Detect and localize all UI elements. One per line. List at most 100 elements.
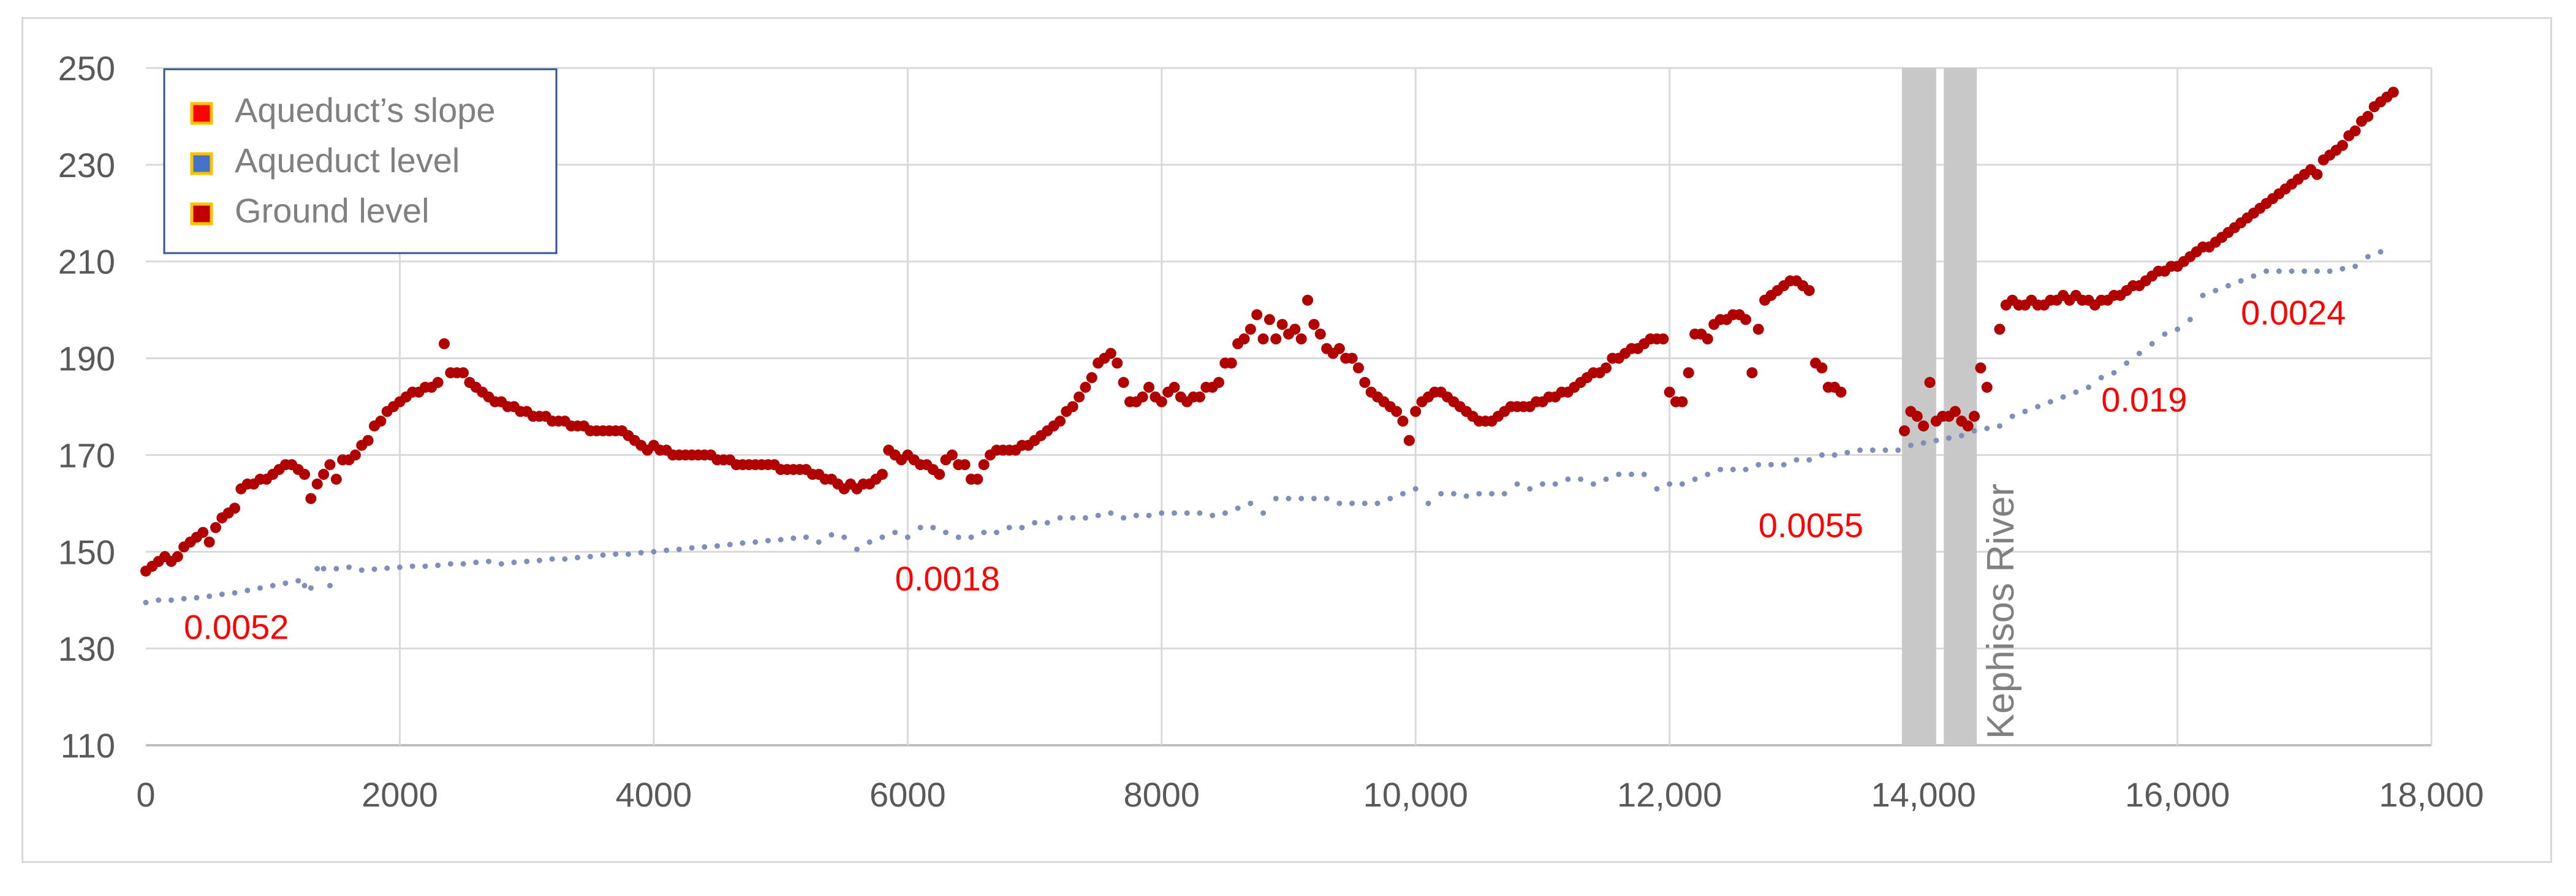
legend-marker [190,152,213,175]
aqueduct-point [765,537,771,544]
ground-point [1302,294,1314,306]
aqueduct-point [447,561,453,567]
aqueduct-point [625,551,631,557]
aqueduct-point [2060,394,2066,400]
aqueduct-point [1996,423,2002,429]
ground-point [1975,362,1987,374]
aqueduct-point [346,564,352,571]
x-tick-label: 0 [136,775,155,814]
aqueduct-point [1273,495,1279,501]
aqueduct-point [2009,413,2015,419]
aqueduct-point [1108,510,1114,516]
aqueduct-point [841,534,847,541]
ground-point [1308,319,1320,330]
ground-point [1746,367,1758,379]
aqueduct-point [1692,476,1698,482]
aqueduct-point [473,560,479,566]
river-band [1901,68,1936,745]
aqueduct-point [1501,491,1507,497]
aqueduct-point [486,558,491,564]
aqueduct-level-series [143,249,2384,606]
x-tick-label: 12,000 [1617,775,1722,814]
aqueduct-point [2200,292,2206,298]
aqueduct-point [1667,481,1673,487]
aqueduct-point [2263,268,2270,274]
aqueduct-point [1933,438,1939,444]
x-tick-label: 8000 [1123,775,1200,814]
aqueduct-point [1463,493,1469,499]
aqueduct-point [1425,500,1431,506]
ground-point [1137,391,1148,403]
aqueduct-point [1844,449,1851,455]
aqueduct-point [2352,264,2358,270]
x-tick-label: 4000 [616,775,692,814]
aqueduct-point [1832,452,1838,458]
aqueduct-point [1920,440,1926,446]
aqueduct-point [1387,495,1393,501]
ground-point [946,449,958,461]
ground-point [1080,381,1091,393]
ground-point [1803,285,1815,297]
y-tick-label: 150 [58,533,115,571]
aqueduct-point [2086,384,2091,390]
aqueduct-point [1324,495,1330,501]
ground-point [1213,377,1225,389]
ground-point [1086,372,1097,384]
aqueduct-point [143,599,149,606]
ground-point [1683,367,1694,379]
x-axis-ticks: 0 2000 4000 6000 8000 10,000 12,000 14,000 16,00… [136,775,2483,814]
aqueduct-point [1590,481,1596,487]
ground-point [172,551,183,563]
x-tick-label: 6000 [869,775,946,814]
aqueduct-point [282,580,289,587]
aqueduct-point [549,556,555,562]
aqueduct-point [1527,486,1533,492]
aqueduct-point [968,534,974,541]
aqueduct-point [981,530,987,536]
aqueduct-point [1412,486,1419,492]
ground-point [1194,391,1205,403]
aqueduct-point [2124,360,2130,366]
aqueduct-point [1806,457,1813,463]
ground-point [2311,169,2323,180]
ground-point [349,449,361,461]
aqueduct-point [587,553,593,560]
aqueduct-point [1450,491,1457,497]
aqueduct-point [1984,425,1990,431]
aqueduct-point [1654,486,1660,492]
aqueduct-point [206,593,213,599]
ground-point [305,493,317,504]
x-tick-label: 2000 [362,775,438,814]
ground-point [2362,110,2374,122]
aqueduct-point [308,585,314,591]
aqueduct-point [1362,500,1368,506]
ground-point [438,338,450,349]
aqueduct-point [2238,278,2244,284]
ground-point [1410,406,1422,417]
ground-point [1169,381,1180,393]
aqueduct-point [1603,476,1609,482]
aqueduct-point [1374,500,1381,506]
ground-point [1676,396,1688,408]
aqueduct-point [1907,442,1914,449]
aqueduct-point [1641,471,1647,477]
aqueduct-point [943,530,949,536]
slope-label: 0.0024 [2241,293,2346,332]
ground-point [1295,333,1307,344]
x-tick-label: 16,000 [2125,775,2230,814]
aqueduct-point [270,583,276,589]
aqueduct-point [1082,515,1088,521]
aqueduct-point [2073,389,2079,395]
ground-point [2387,86,2399,98]
aqueduct-point [1565,476,1571,482]
ground-point [432,377,444,389]
ground-point [1962,420,1974,432]
aqueduct-point [2047,399,2053,405]
ground-point [1225,357,1237,369]
aqueduct-point [1311,495,1317,501]
ground-point [972,473,983,485]
aqueduct-point [333,566,339,572]
ground-point [1994,324,2006,335]
aqueduct-point [2136,351,2142,357]
aqueduct-point [1133,512,1139,518]
